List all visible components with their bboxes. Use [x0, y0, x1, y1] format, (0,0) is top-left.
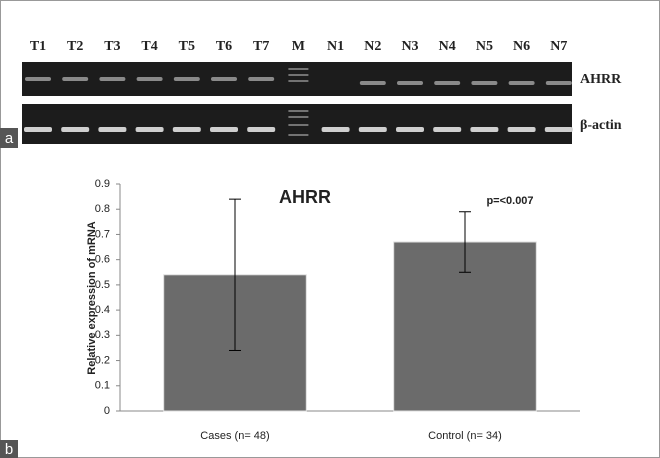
band [546, 81, 572, 85]
y-tick-label: 0.6 [95, 254, 110, 266]
band [471, 81, 497, 85]
x-tick-label: Cases (n= 48) [200, 430, 269, 442]
ladder-band [288, 80, 308, 82]
lane-label: T2 [67, 39, 83, 54]
lane-label: T1 [30, 39, 46, 54]
ladder-band [288, 124, 308, 126]
panel-label: a [5, 130, 14, 147]
band [136, 127, 164, 132]
lane-label: T6 [216, 39, 232, 54]
y-tick-label: 0.8 [95, 203, 110, 215]
y-tick-label: 0.9 [95, 178, 110, 190]
lane-label: N6 [513, 39, 530, 54]
band [396, 127, 424, 132]
y-tick-label: 0.3 [95, 329, 110, 341]
lane-label: N7 [550, 39, 567, 54]
band [210, 127, 238, 132]
band [137, 77, 163, 81]
lane-label: N4 [439, 39, 456, 54]
ladder-band [288, 110, 308, 112]
y-tick-label: 0 [104, 405, 110, 417]
ladder-band [288, 134, 308, 136]
figure: AHRR β-actin a b AHRR p=<0.007 Relative … [0, 0, 660, 458]
y-tick-label: 0.4 [95, 304, 110, 316]
annotation: p=<0.007 [486, 195, 533, 207]
band [397, 81, 423, 85]
band [173, 127, 201, 132]
band [174, 77, 200, 81]
band [470, 127, 498, 132]
band [322, 127, 350, 132]
panel-label: b [5, 441, 13, 458]
band [434, 81, 460, 85]
y-axis-label: Relative expression of mRNA [86, 221, 98, 374]
ladder-band [288, 116, 308, 118]
band [248, 77, 274, 81]
lane-label: T3 [104, 39, 120, 54]
chart-title: AHRR [279, 187, 331, 207]
band [99, 77, 125, 81]
x-tick-label: Control (n= 34) [428, 430, 502, 442]
band [508, 127, 536, 132]
lane-label: N3 [401, 39, 418, 54]
band [360, 81, 386, 85]
band [545, 127, 573, 132]
gel-row-label: AHRR [580, 72, 622, 87]
ladder-band [288, 68, 308, 70]
y-tick-label: 0.1 [95, 380, 110, 392]
band [359, 127, 387, 132]
ladder-band [288, 74, 308, 76]
lane-label: M [292, 39, 305, 54]
band [98, 127, 126, 132]
y-tick-label: 0.2 [95, 354, 110, 366]
gel-row-label: β-actin [580, 118, 622, 133]
lane-label: N1 [327, 39, 344, 54]
lane-label: N5 [476, 39, 493, 54]
band [61, 127, 89, 132]
y-tick-label: 0.7 [95, 228, 110, 240]
band [25, 77, 51, 81]
band [211, 77, 237, 81]
band [247, 127, 275, 132]
lane-label: T4 [141, 39, 157, 54]
band [24, 127, 52, 132]
band [509, 81, 535, 85]
y-tick-label: 0.5 [95, 279, 110, 291]
band [62, 77, 88, 81]
lane-label: T7 [253, 39, 269, 54]
band [433, 127, 461, 132]
lane-label: T5 [179, 39, 195, 54]
lane-label: N2 [364, 39, 381, 54]
